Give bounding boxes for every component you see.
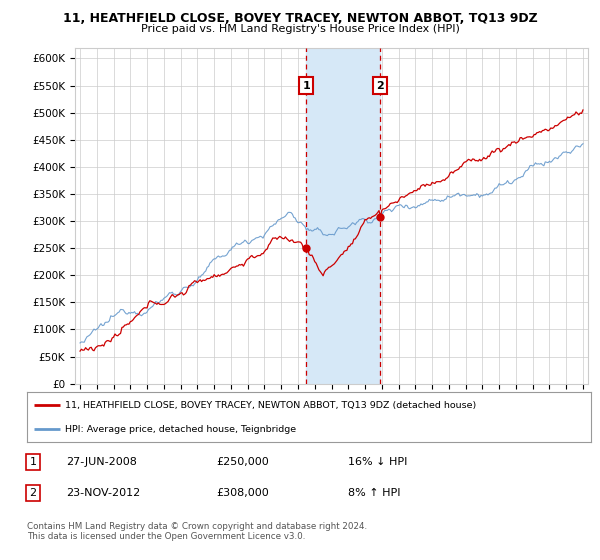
Text: 2: 2 <box>29 488 37 498</box>
Text: Price paid vs. HM Land Registry's House Price Index (HPI): Price paid vs. HM Land Registry's House … <box>140 24 460 34</box>
Text: 8% ↑ HPI: 8% ↑ HPI <box>348 488 401 498</box>
Text: 23-NOV-2012: 23-NOV-2012 <box>66 488 140 498</box>
Text: £308,000: £308,000 <box>216 488 269 498</box>
Text: HPI: Average price, detached house, Teignbridge: HPI: Average price, detached house, Teig… <box>65 425 296 434</box>
Text: Contains HM Land Registry data © Crown copyright and database right 2024.
This d: Contains HM Land Registry data © Crown c… <box>27 522 367 542</box>
Text: 2: 2 <box>376 81 384 91</box>
Bar <box>306 48 380 384</box>
Text: 27-JUN-2008: 27-JUN-2008 <box>66 457 137 467</box>
Text: £250,000: £250,000 <box>216 457 269 467</box>
Text: 1: 1 <box>29 457 37 467</box>
Text: 11, HEATHFIELD CLOSE, BOVEY TRACEY, NEWTON ABBOT, TQ13 9DZ: 11, HEATHFIELD CLOSE, BOVEY TRACEY, NEWT… <box>62 12 538 25</box>
Text: 11, HEATHFIELD CLOSE, BOVEY TRACEY, NEWTON ABBOT, TQ13 9DZ (detached house): 11, HEATHFIELD CLOSE, BOVEY TRACEY, NEWT… <box>65 400 476 409</box>
Text: 16% ↓ HPI: 16% ↓ HPI <box>348 457 407 467</box>
Text: 1: 1 <box>302 81 310 91</box>
